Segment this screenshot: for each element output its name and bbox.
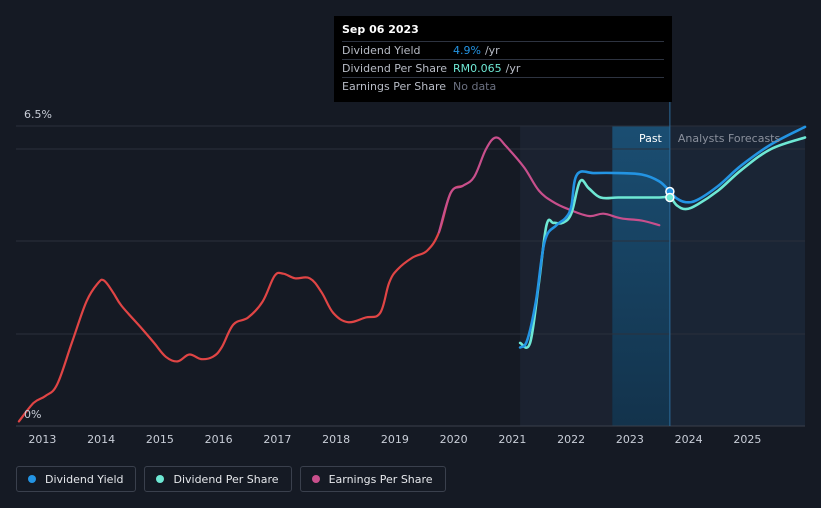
chart-legend: Dividend Yield Dividend Per Share Earnin…	[16, 466, 446, 492]
x-tick-label: 2021	[498, 433, 526, 446]
hover-tooltip: Sep 06 2023 Dividend Yield 4.9% /yr Divi…	[334, 16, 672, 102]
tooltip-row-dividend-yield: Dividend Yield 4.9% /yr	[342, 41, 664, 59]
past-region-band	[612, 126, 670, 426]
legend-dot-icon	[28, 475, 36, 483]
x-tick-label: 2013	[28, 433, 56, 446]
tooltip-value: 4.9%	[453, 44, 481, 57]
legend-dot-icon	[311, 475, 320, 483]
chart-labels: 0% 6.5% 2013 2014 2015 2016 2017 2018 2019 2020 20…	[24, 108, 780, 446]
dividend-yield-line	[518, 125, 807, 349]
x-tick-label: 2022	[557, 433, 585, 446]
y-tick-label: 6.5%	[24, 108, 52, 121]
tooltip-unit: /yr	[484, 44, 500, 57]
dividend-per-share-hover-point	[665, 192, 675, 203]
legend-label: Dividend Yield	[45, 472, 124, 486]
tooltip-label: Dividend Per Share	[342, 62, 448, 75]
x-tick-label: 2023	[616, 433, 644, 446]
past-label: Past	[639, 132, 663, 145]
legend-label: Dividend Per Share	[173, 472, 279, 486]
tooltip-value: No data	[453, 80, 497, 93]
x-tick-label: 2014	[87, 433, 115, 446]
legend-label: Earnings Per Share	[328, 472, 433, 486]
y-tick-label: 0%	[24, 408, 41, 421]
x-tick-label: 2017	[263, 433, 291, 446]
dividend-per-share-line	[518, 136, 807, 349]
x-tick-label: 2024	[675, 433, 703, 446]
earnings-per-share-line-past	[17, 184, 464, 423]
tooltip-label: Earnings Per Share	[342, 80, 447, 93]
legend-item-dividend-yield[interactable]: Dividend Yield	[16, 466, 137, 492]
dividend-period-band	[520, 126, 613, 426]
x-tick-label: 2025	[733, 433, 761, 446]
tooltip-value: RM0.065	[453, 62, 502, 75]
forecast-region-band	[669, 126, 805, 426]
chart-markers	[665, 186, 675, 203]
tooltip-row-earnings-per-share: Earnings Per Share No data	[342, 77, 664, 95]
x-tick-label: 2016	[205, 433, 233, 446]
legend-item-dividend-per-share[interactable]: Dividend Per Share	[144, 466, 292, 492]
chart-bands	[520, 126, 805, 426]
tooltip-label: Dividend Yield	[342, 44, 421, 57]
forecast-label: Analysts Forecasts	[678, 132, 781, 145]
x-tick-label: 2019	[381, 433, 409, 446]
legend-item-earnings-per-share[interactable]: Earnings Per Share	[299, 466, 446, 492]
x-tick-label: 2018	[322, 433, 350, 446]
tooltip-date: Sep 06 2023	[342, 23, 419, 36]
x-tick-label: 2015	[146, 433, 174, 446]
earnings-per-share-line-recent	[437, 136, 661, 234]
tooltip-unit: /yr	[505, 62, 521, 75]
legend-dot-icon	[156, 475, 165, 483]
chart-lines	[17, 125, 807, 423]
x-tick-label: 2020	[440, 433, 468, 446]
tooltip-row-dividend-per-share: Dividend Per Share RM0.065 /yr	[342, 59, 664, 77]
chart-grid	[16, 102, 805, 427]
